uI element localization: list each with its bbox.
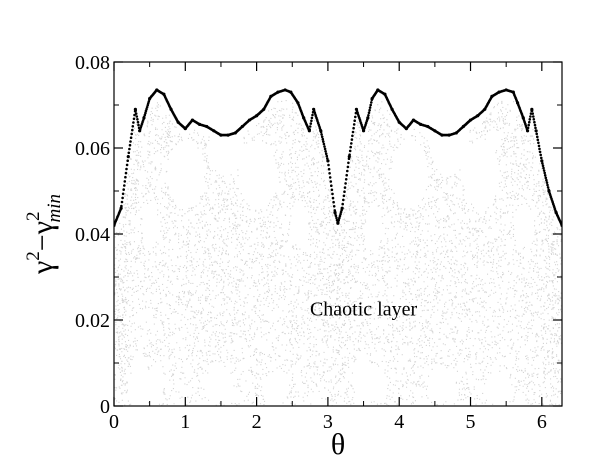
boundary-point [296,101,300,105]
boundary-point [540,159,544,163]
boundary-point [433,129,437,133]
boundary-point [190,118,195,122]
boundary-point [226,133,230,137]
boundary-point [504,88,508,92]
y-axis-label: γ2−γ2min [23,194,65,275]
boundary-point [376,88,380,92]
x-axis-label: θ [331,428,345,461]
boundary-point [426,124,430,129]
boundary-point [490,94,494,98]
boundary-point [336,221,340,225]
boundary-point [262,107,266,111]
boundary-curve [114,88,562,227]
boundary-point [361,129,366,133]
boundary-point [534,129,538,133]
boundary-point [169,107,173,111]
boundary-point [547,189,551,193]
boundary-point [219,133,223,137]
boundary-point [183,127,187,131]
x-tick-label: 1 [180,411,190,433]
boundary-point [138,129,142,133]
boundary-point [476,114,480,118]
y-tick-label: 0.06 [75,138,110,160]
plot-background [114,62,562,406]
boundary-point [176,120,180,124]
x-tick-label: 4 [394,411,404,433]
boundary-point [326,159,330,163]
boundary-point [370,96,374,101]
boundary-point [468,118,473,122]
boundary-point [483,107,487,111]
boundary-point [397,120,401,124]
boundary-point [162,92,166,96]
y-label-sup1: 2 [23,251,44,261]
boundary-point [447,133,451,137]
boundary-point [133,107,137,111]
boundary-point [205,124,209,129]
boundary-point [554,210,558,215]
annotation-chaotic-layer: Chaotic layer [310,299,418,321]
boundary-point [497,90,501,94]
boundary-point [312,107,316,111]
boundary-point [247,118,252,122]
boundary-point [302,116,306,120]
boundary-point [525,129,530,133]
boundary-point [197,122,202,126]
boundary-point [333,210,337,215]
boundary-point [233,131,237,135]
boundary-point [440,133,444,137]
x-tick-label: 2 [252,411,262,433]
boundary-point [289,90,293,94]
y-label-sup2: 2 [23,212,44,222]
chaotic-layer-points [114,100,562,406]
boundary-point [283,88,287,92]
boundary-point [319,129,323,133]
boundary-point [212,129,216,133]
boundary-point [276,90,280,94]
boundary-point [240,124,244,129]
boundary-point [411,118,416,122]
y-tick-label: 0.08 [75,52,110,74]
y-tick-label: 0.02 [75,310,110,332]
boundary-point [347,155,351,159]
y-tick-label: 0 [100,396,110,418]
x-axis: 0 1 2 3 4 5 6 [109,62,547,433]
x-tick-label: 3 [323,411,333,433]
y-label-minus: − [26,234,59,251]
y-label-gamma: γ [26,261,59,275]
boundary-point [454,131,458,135]
boundary-point [155,88,159,92]
boundary-point [366,116,370,120]
boundary-point [119,206,123,210]
boundary-point [404,127,408,131]
boundary-point [354,107,359,111]
y-label-sub: min [44,194,65,223]
svg-text:γ2−γ2min: γ2−γ2min [23,194,65,275]
boundary-point [515,101,520,105]
boundary-point [340,206,344,210]
boundary-point [530,107,534,111]
boundary-point [461,124,465,129]
boundary-point [521,116,525,120]
boundary-point [126,155,130,159]
chaotic-points [114,100,562,406]
boundary-point [142,116,146,120]
y-tick-label: 0.04 [75,224,110,246]
boundary-point [383,92,387,96]
x-tick-label: 0 [109,411,119,433]
x-tick-label: 5 [466,411,476,433]
boundary-point [148,96,152,101]
boundary-point [511,90,515,94]
y-label-gamma2: γ [26,221,59,235]
y-axis: 0 0.02 0.04 0.06 0.08 [75,52,562,418]
boundary-point [255,114,259,118]
boundary-point [390,107,394,111]
boundary-point [269,94,273,98]
boundary-point [307,129,311,133]
boundary-point [419,122,423,126]
x-tick-label: 6 [537,411,547,433]
